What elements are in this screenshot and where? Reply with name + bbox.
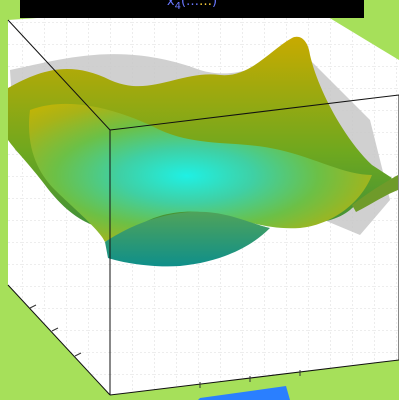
surface-front-lip [105,211,270,267]
data-marker[interactable] [198,386,290,400]
axes-box [7,19,399,396]
title-lead: x [166,0,175,9]
plot-title-bar: x4(……) [20,0,364,18]
floor-grid [8,250,399,395]
title-accent: … [199,0,213,9]
title-open: (… [180,0,200,9]
title-subscript: 4 [174,1,181,12]
surface-front[interactable] [29,103,373,242]
tick-marks [29,304,301,388]
title-close: ) [212,0,218,9]
plot-title: x4(……) [20,0,364,12]
surface-right-tip [352,175,398,212]
